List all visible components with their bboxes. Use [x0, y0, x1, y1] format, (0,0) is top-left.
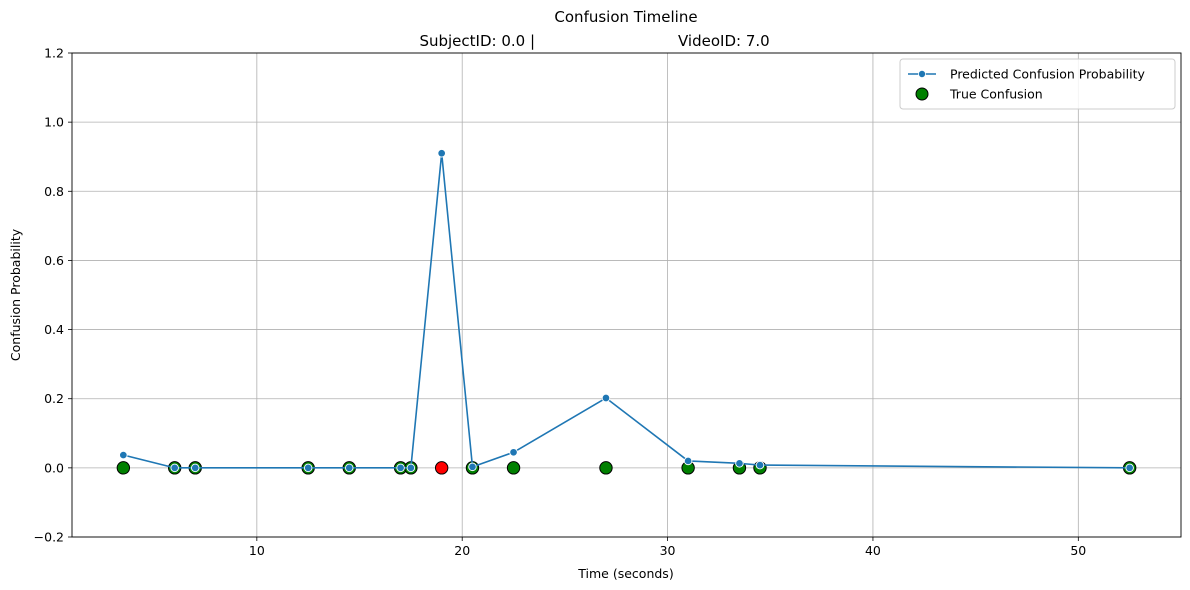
y-tick-label: 0.0 [44, 460, 64, 475]
predicted-probability-point [755, 460, 765, 470]
legend-line-marker [918, 70, 927, 79]
predicted-probability-point [1125, 463, 1134, 473]
predicted-probability-point [468, 462, 477, 472]
y-tick-label: 0.4 [44, 322, 64, 337]
x-tick-label: 20 [454, 543, 470, 558]
y-tick-label: 1.0 [44, 115, 64, 130]
plot-frame [71, 52, 1182, 538]
legend: Predicted Confusion Probability True Con… [899, 58, 1176, 110]
y-tick-label: 0.8 [44, 184, 64, 199]
x-axis-label: Time (seconds) [577, 566, 673, 581]
predicted-probability-point [683, 456, 693, 466]
predicted-probability-point [303, 463, 313, 473]
predicted-probability-point [437, 149, 446, 158]
axis-ticks: 10 20 30 40 50 −0.2 0.0 0.2 0.4 0.6 0.8 1.0 1.2 [34, 46, 1087, 559]
legend-true-marker [915, 87, 929, 101]
y-tick-label: −0.2 [34, 530, 64, 545]
predicted-probability-point [406, 463, 416, 473]
y-tick-label: 0.6 [44, 253, 64, 268]
true-confusion-point [599, 461, 613, 475]
predicted-probability-point [509, 448, 518, 457]
true-confusion-point [506, 461, 521, 475]
predicted-probability-point [345, 463, 354, 473]
predicted-probability-point [601, 393, 611, 403]
y-axis-label: Confusion Probability [8, 228, 23, 361]
true-confusion-point [434, 461, 449, 475]
predicted-probability-point [170, 463, 179, 473]
grid-lines [72, 52, 1181, 538]
legend-true-label: True Confusion [949, 87, 1043, 102]
x-tick-label: 50 [1070, 543, 1086, 558]
data-layer [116, 149, 1137, 475]
legend-predicted-label: Predicted Confusion Probability [950, 67, 1145, 82]
predicted-probability-point [119, 450, 128, 460]
chart-title: Confusion Timeline [554, 8, 697, 26]
chart-subtitle-subject: SubjectID: 0.0 | [419, 32, 535, 50]
x-tick-label: 10 [249, 543, 265, 558]
y-tick-label: 1.2 [44, 46, 64, 61]
predicted-probability-point [735, 459, 744, 468]
y-tick-label: 0.2 [44, 391, 64, 406]
x-tick-label: 30 [660, 543, 676, 558]
predicted-probability-point [396, 463, 405, 473]
chart-subtitle-video: VideoID: 7.0 [678, 32, 770, 50]
x-tick-label: 40 [865, 543, 881, 558]
legend-box [899, 58, 1176, 110]
predicted-probability-point [190, 463, 200, 473]
true-confusion-point [116, 461, 131, 475]
predicted-probability-line [123, 152, 1130, 469]
